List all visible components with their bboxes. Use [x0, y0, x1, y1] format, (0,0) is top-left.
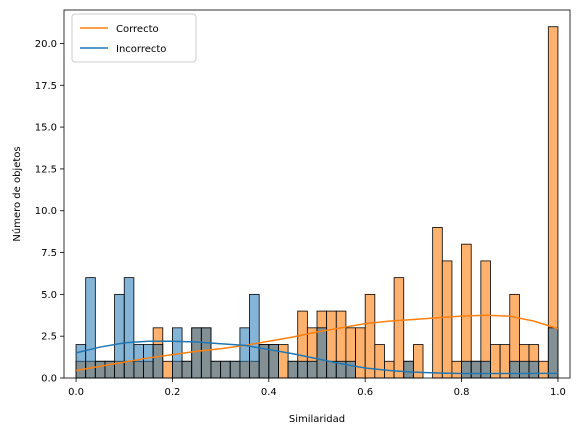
- bar-incorrecto: [316, 327, 328, 379]
- x-tick-label: 1.0: [550, 387, 566, 398]
- bar-incorrecto: [200, 327, 212, 379]
- bar-correcto: [480, 260, 491, 379]
- bar-correcto: [441, 260, 453, 379]
- bar-incorrecto: [509, 360, 520, 379]
- bar-correcto: [278, 344, 289, 379]
- x-tick-label: 0.8: [454, 387, 470, 398]
- bar-incorrecto: [480, 360, 491, 379]
- kde-lines: [75, 314, 559, 375]
- bar-incorrecto: [85, 277, 96, 379]
- legend: Correcto Incorrecto: [71, 13, 197, 63]
- x-tick-label: 0.0: [68, 387, 84, 398]
- bar-incorrecto: [287, 360, 299, 379]
- x-tick-label: 0.2: [164, 387, 180, 398]
- bar-incorrecto: [133, 344, 144, 379]
- bar-incorrecto: [470, 360, 482, 379]
- bar-incorrecto: [229, 360, 241, 379]
- kde-line-correcto: [75, 314, 559, 372]
- bar-correcto: [461, 243, 472, 379]
- bar-incorrecto: [345, 360, 356, 379]
- bar-incorrecto: [152, 344, 164, 379]
- bar-incorrecto: [75, 344, 87, 379]
- bar-correcto: [355, 327, 366, 379]
- bar-correcto: [374, 344, 385, 379]
- bar-incorrecto: [143, 344, 154, 379]
- bar-correcto: [432, 227, 443, 379]
- bar-correcto: [538, 360, 549, 379]
- x-tick-label: 0.6: [357, 387, 373, 398]
- x-tick-label: 0.4: [261, 387, 277, 398]
- bar-incorrecto: [239, 327, 250, 379]
- y-tick-label: 15.0: [35, 123, 57, 134]
- bar-correcto: [451, 360, 462, 379]
- plot-frame: [63, 9, 571, 379]
- bar-incorrecto: [528, 360, 540, 379]
- bar-incorrecto: [181, 360, 193, 379]
- bar-incorrecto: [519, 360, 530, 379]
- bar-incorrecto: [123, 277, 135, 379]
- kde-line-incorrecto: [75, 340, 558, 375]
- legend-label-correcto: Correcto: [116, 24, 159, 35]
- bar-incorrecto: [326, 360, 337, 379]
- bar-incorrecto: [220, 360, 231, 379]
- x-axis: 0.0 0.2 0.4 0.6 0.8 1.0: [68, 378, 566, 398]
- y-tick-label: 20.0: [35, 39, 57, 50]
- y-axis: 0.0 2.5 5.0 7.5 10.0 12.5 15.0 17.5 20.0: [35, 39, 64, 385]
- y-tick-label: 5.0: [41, 290, 57, 301]
- y-axis-label: Número de objetos: [11, 146, 23, 241]
- legend-label-incorrecto: Incorrecto: [116, 44, 166, 55]
- bar-incorrecto: [210, 360, 222, 379]
- x-axis-label: Similaridad: [289, 414, 345, 425]
- y-tick-label: 17.5: [35, 81, 57, 92]
- y-tick-label: 10.0: [35, 206, 57, 217]
- bar-incorrecto: [94, 360, 106, 379]
- bar-incorrecto: [461, 360, 472, 379]
- y-tick-label: 12.5: [35, 164, 57, 175]
- bar-incorrecto: [297, 360, 308, 379]
- bar-correcto: [364, 293, 376, 379]
- legend-box: [71, 13, 197, 63]
- bar-incorrecto: [403, 360, 414, 379]
- bar-correcto: [393, 277, 405, 379]
- y-tick-label: 0.0: [41, 374, 57, 385]
- bar-incorrecto: [114, 293, 125, 379]
- y-tick-label: 7.5: [41, 248, 57, 259]
- bar-correcto: [162, 360, 173, 379]
- bar-incorrecto: [306, 360, 318, 379]
- bar-incorrecto: [547, 327, 559, 379]
- y-tick-label: 2.5: [41, 332, 57, 343]
- bar-incorrecto: [249, 293, 260, 379]
- bar-incorrecto: [191, 327, 202, 379]
